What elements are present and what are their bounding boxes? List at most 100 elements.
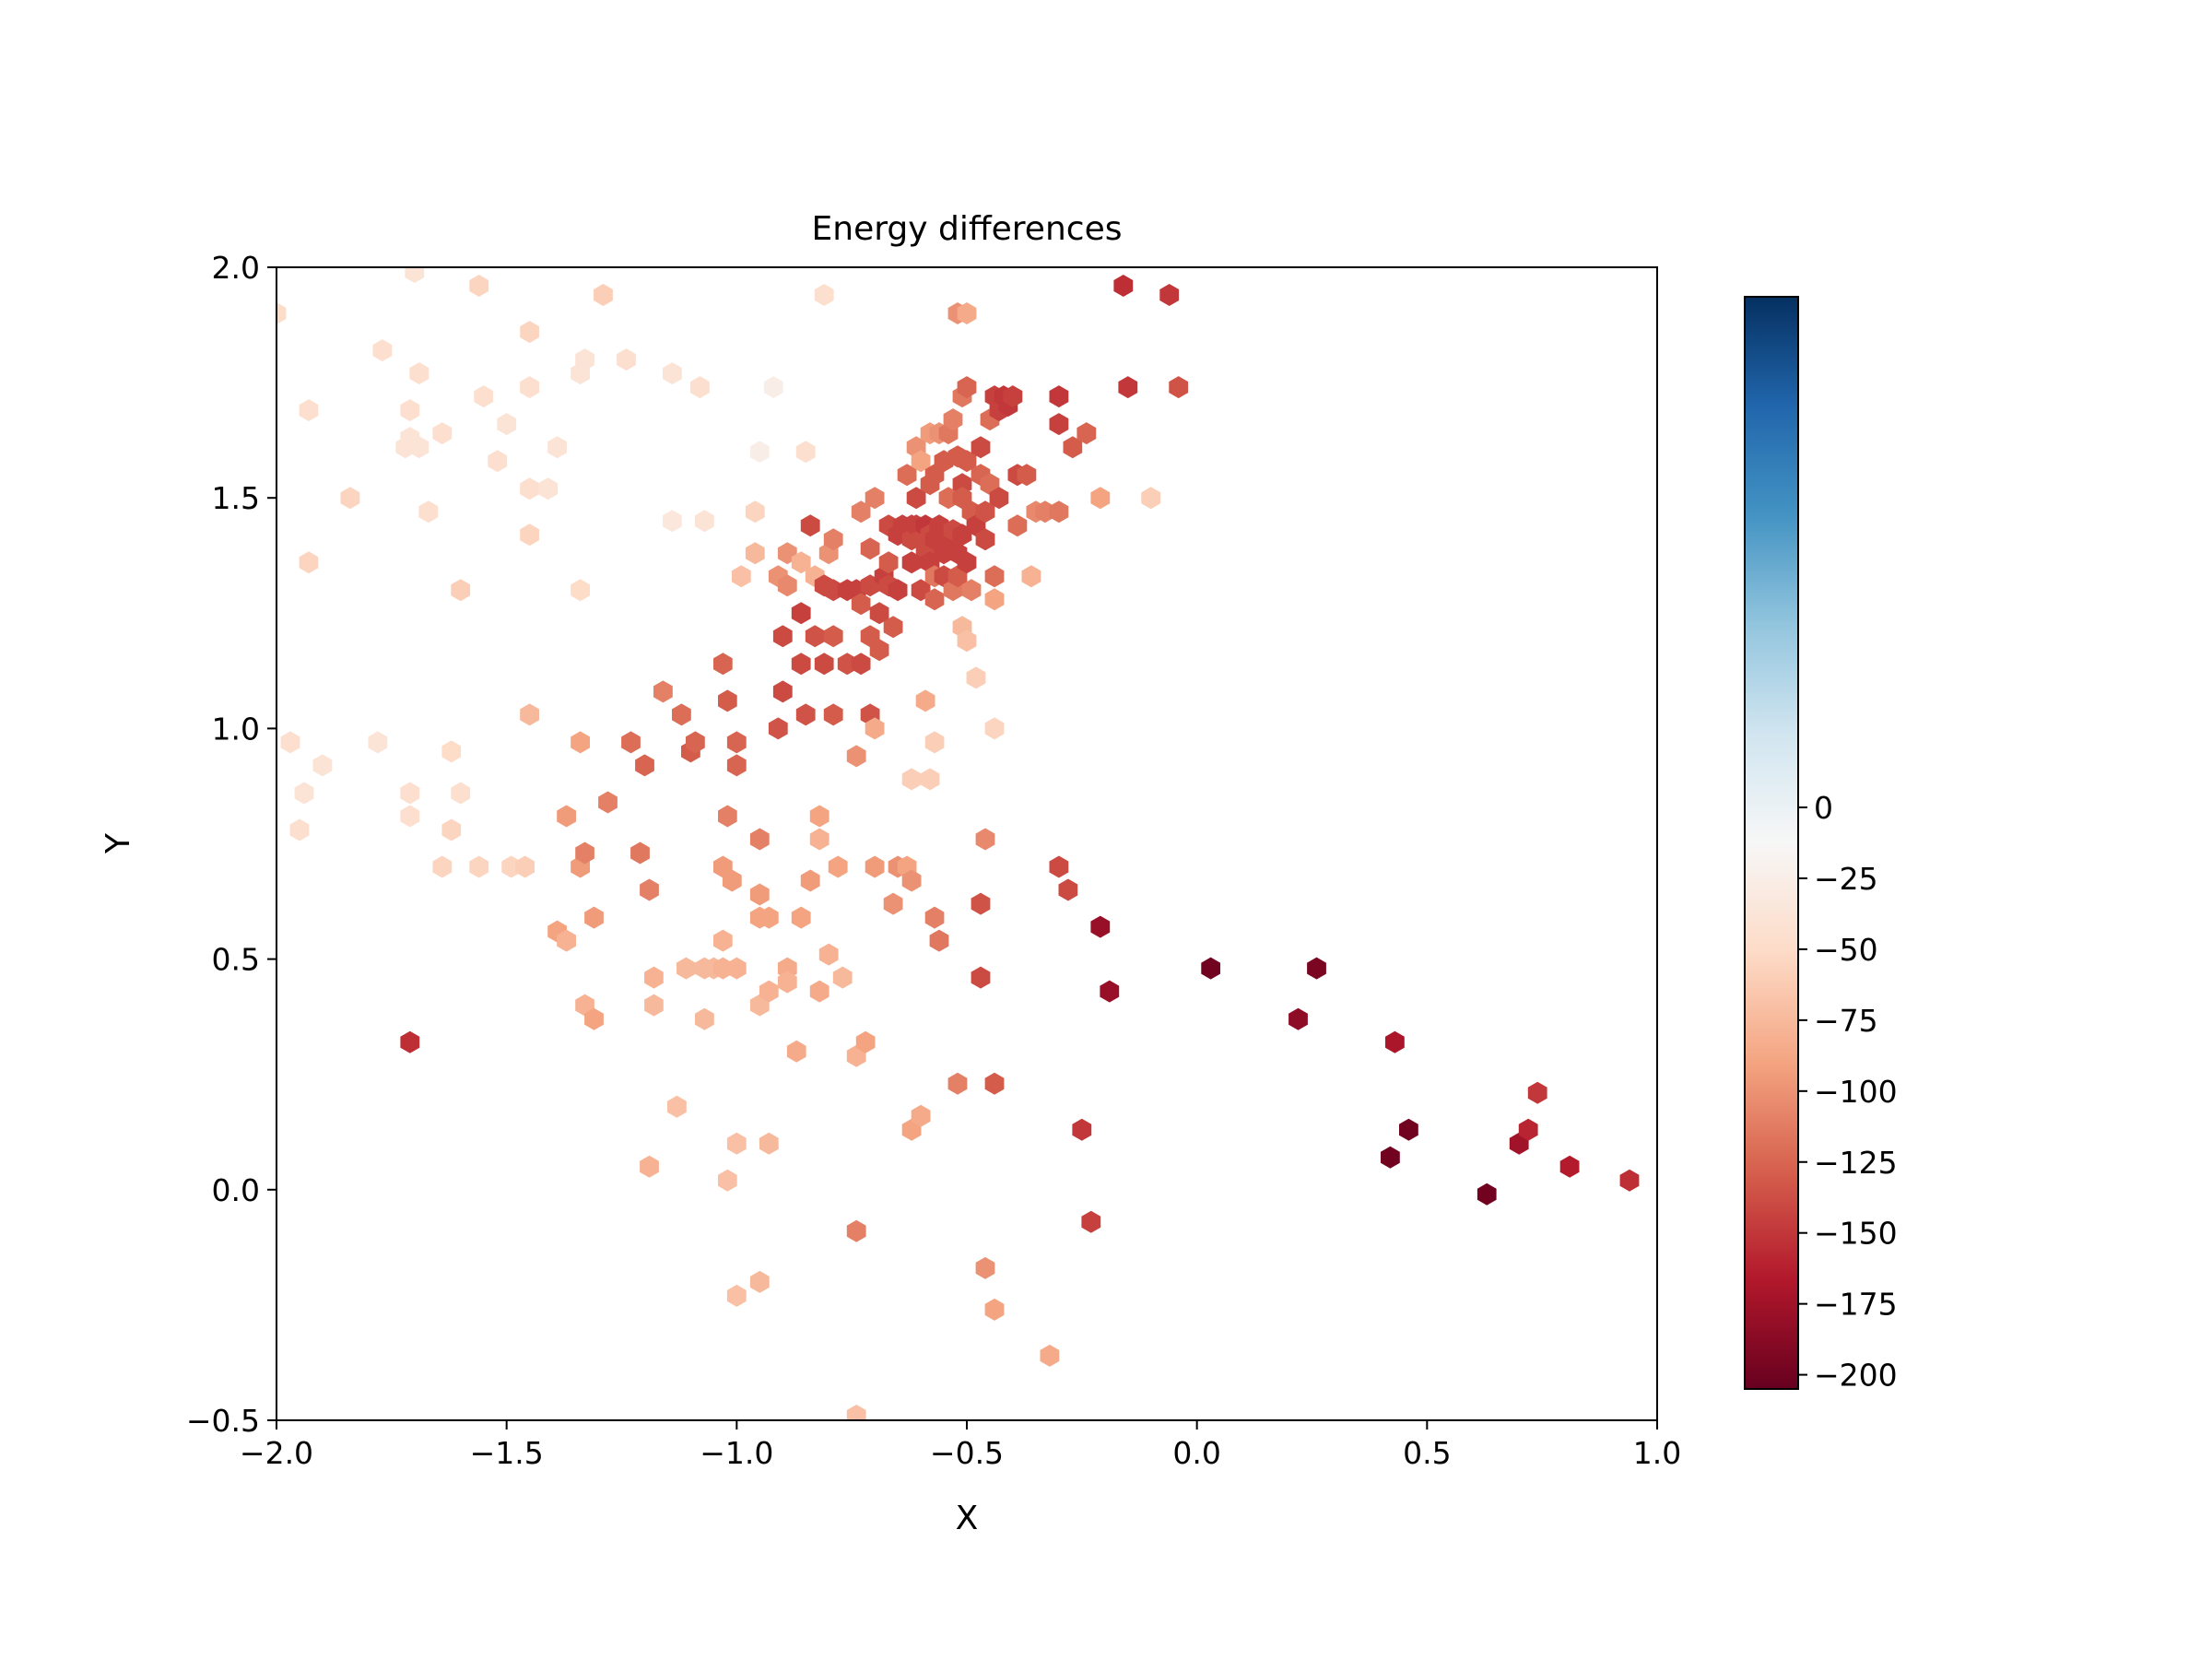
hex-cell: [713, 929, 733, 952]
hex-cell: [280, 731, 300, 754]
hex-cell: [441, 818, 462, 841]
hex-cell: [299, 399, 319, 422]
hex-cell: [749, 883, 770, 906]
hex-cell: [957, 551, 977, 574]
x-axis-label: X: [956, 1500, 979, 1537]
hex-cell: [971, 892, 991, 915]
hex-cell: [1381, 1146, 1400, 1169]
hex-cell: [828, 855, 848, 878]
hex-cell: [777, 574, 797, 597]
hex-cell: [901, 869, 922, 892]
hex-cell: [869, 602, 889, 625]
hex-cell: [400, 399, 420, 422]
hex-cell: [515, 855, 535, 878]
colorbar-ticks: 0 −25 −50 −75 −100 −125 −150 −175 −200: [1798, 790, 1898, 1394]
hex-cell: [966, 666, 986, 689]
hex-cell: [418, 500, 439, 524]
hex-cell: [621, 731, 641, 754]
hex-cell: [989, 487, 1009, 510]
colorbar: [1744, 296, 1799, 1390]
hex-cell: [547, 436, 567, 459]
hex-cell: [400, 805, 420, 828]
y-tick-label: 0.0: [212, 1172, 260, 1208]
hex-cell: [888, 579, 908, 602]
hex-cell: [924, 906, 945, 929]
x-axis-ticks: −2.0 −1.5 −1.0 −0.5 0.0 0.5 1.0: [240, 1420, 1681, 1471]
hex-cell: [451, 579, 471, 602]
hex-cell: [759, 906, 779, 929]
hex-cell: [749, 441, 770, 464]
hex-cell: [809, 805, 830, 828]
hex-cell: [984, 1298, 1005, 1321]
hex-cell: [584, 906, 604, 929]
hex-cell: [276, 302, 287, 324]
hex-cell: [731, 565, 751, 588]
hex-cell: [1090, 487, 1111, 510]
hex-cell: [883, 616, 903, 639]
hex-cell: [726, 957, 747, 980]
hex-cell: [405, 267, 425, 283]
hex-cell: [432, 422, 453, 445]
hex-cell: [718, 1169, 737, 1192]
x-tick-label: 0.0: [1172, 1435, 1220, 1471]
x-tick-label: −0.5: [930, 1435, 1004, 1471]
hex-cell: [915, 689, 935, 712]
hex-cell: [1527, 1081, 1547, 1104]
hex-cell: [677, 957, 696, 980]
hex-cell: [897, 464, 917, 487]
hex-cell: [786, 1040, 806, 1063]
hex-cell: [1049, 385, 1069, 408]
hex-cell: [1385, 1030, 1405, 1053]
hex-cell: [1090, 915, 1111, 938]
hex-cell: [1072, 1118, 1092, 1141]
hex-cell: [557, 805, 576, 828]
hex-cell: [772, 680, 793, 703]
hex-cell: [772, 625, 793, 648]
hex-cell: [726, 754, 747, 777]
hex-cell: [663, 362, 682, 385]
hex-cell: [791, 602, 811, 625]
hex-cell: [846, 745, 866, 768]
hex-cell: [984, 717, 1005, 740]
y-tick-label: 1.5: [212, 480, 260, 516]
x-tick-label: −1.0: [700, 1435, 773, 1471]
hex-cell: [667, 1095, 687, 1118]
hex-cell: [901, 551, 922, 574]
hex-cell: [575, 348, 594, 371]
hex-cell: [745, 542, 765, 565]
hex-cell: [832, 966, 853, 989]
hex-cell: [432, 855, 453, 878]
hex-cell: [1307, 957, 1326, 980]
hex-cell: [1159, 284, 1180, 306]
colorbar-tick-label: −150: [1814, 1216, 1898, 1252]
hex-cell: [640, 878, 659, 901]
hex-cell: [984, 565, 1005, 588]
hex-cell: [749, 1270, 770, 1293]
hex-cell: [805, 625, 825, 648]
hex-cell: [497, 413, 517, 436]
hex-cell: [1518, 1118, 1538, 1141]
hex-cell: [924, 731, 945, 754]
hex-cell: [791, 906, 811, 929]
colorbar-tick-label: −25: [1814, 861, 1878, 897]
hex-cell: [929, 929, 949, 952]
hex-cell: [1049, 855, 1069, 878]
hex-cell: [791, 653, 811, 676]
hex-cell: [947, 1072, 968, 1095]
hex-cell: [584, 1007, 604, 1030]
colorbar-tick-label: −50: [1814, 932, 1878, 968]
y-tick-label: −0.5: [186, 1403, 260, 1439]
hex-cell: [1100, 980, 1120, 1003]
hex-cell: [920, 768, 940, 791]
hex-cell: [814, 653, 834, 676]
hex-cell: [1619, 1169, 1640, 1192]
hex-cell: [617, 348, 636, 371]
hex-cell: [289, 818, 310, 841]
hex-cell: [975, 500, 995, 524]
hex-cell: [451, 782, 471, 805]
hex-cell: [865, 855, 885, 878]
hex-cell: [957, 376, 977, 399]
hex-cell: [1559, 1155, 1580, 1178]
hex-cell: [759, 980, 779, 1003]
